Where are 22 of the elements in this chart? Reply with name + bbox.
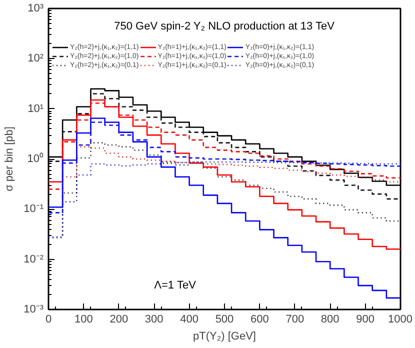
- x-tick-label: 300: [144, 314, 164, 326]
- annotation: Λ=1 TeV: [154, 279, 197, 292]
- x-tick-label: 700: [286, 314, 304, 326]
- x-axis-title: pT(Y₂) [GeV]: [193, 330, 256, 342]
- y-tick-label: 10⁰: [27, 152, 44, 165]
- x-tick-label: 200: [110, 314, 128, 326]
- y-axis-title: σ per bin [pb]: [4, 126, 16, 192]
- x-tick-label: 600: [250, 314, 269, 326]
- y-tick-label: 10³: [28, 2, 44, 14]
- x-tick-label: 100: [74, 314, 93, 326]
- y-tick-label: 10⁻²: [24, 253, 44, 266]
- x-tick-label: 0: [45, 314, 52, 326]
- y-tick-label: 10¹: [28, 102, 44, 115]
- y-tick-label: 10²: [28, 52, 44, 65]
- x-tick-label: 800: [320, 314, 340, 326]
- x-tick-label: 400: [180, 314, 198, 326]
- x-tick-label: 900: [356, 314, 374, 326]
- y-tick-label: 10⁻¹: [24, 203, 44, 216]
- x-tick-label: 500: [215, 314, 234, 326]
- text: 750 GeV spin-2 Y₂ NLO production at 13 TeV: [114, 20, 336, 33]
- y-tick-label: 10⁻³: [24, 304, 44, 316]
- x-tick-label: 1000: [388, 314, 413, 326]
